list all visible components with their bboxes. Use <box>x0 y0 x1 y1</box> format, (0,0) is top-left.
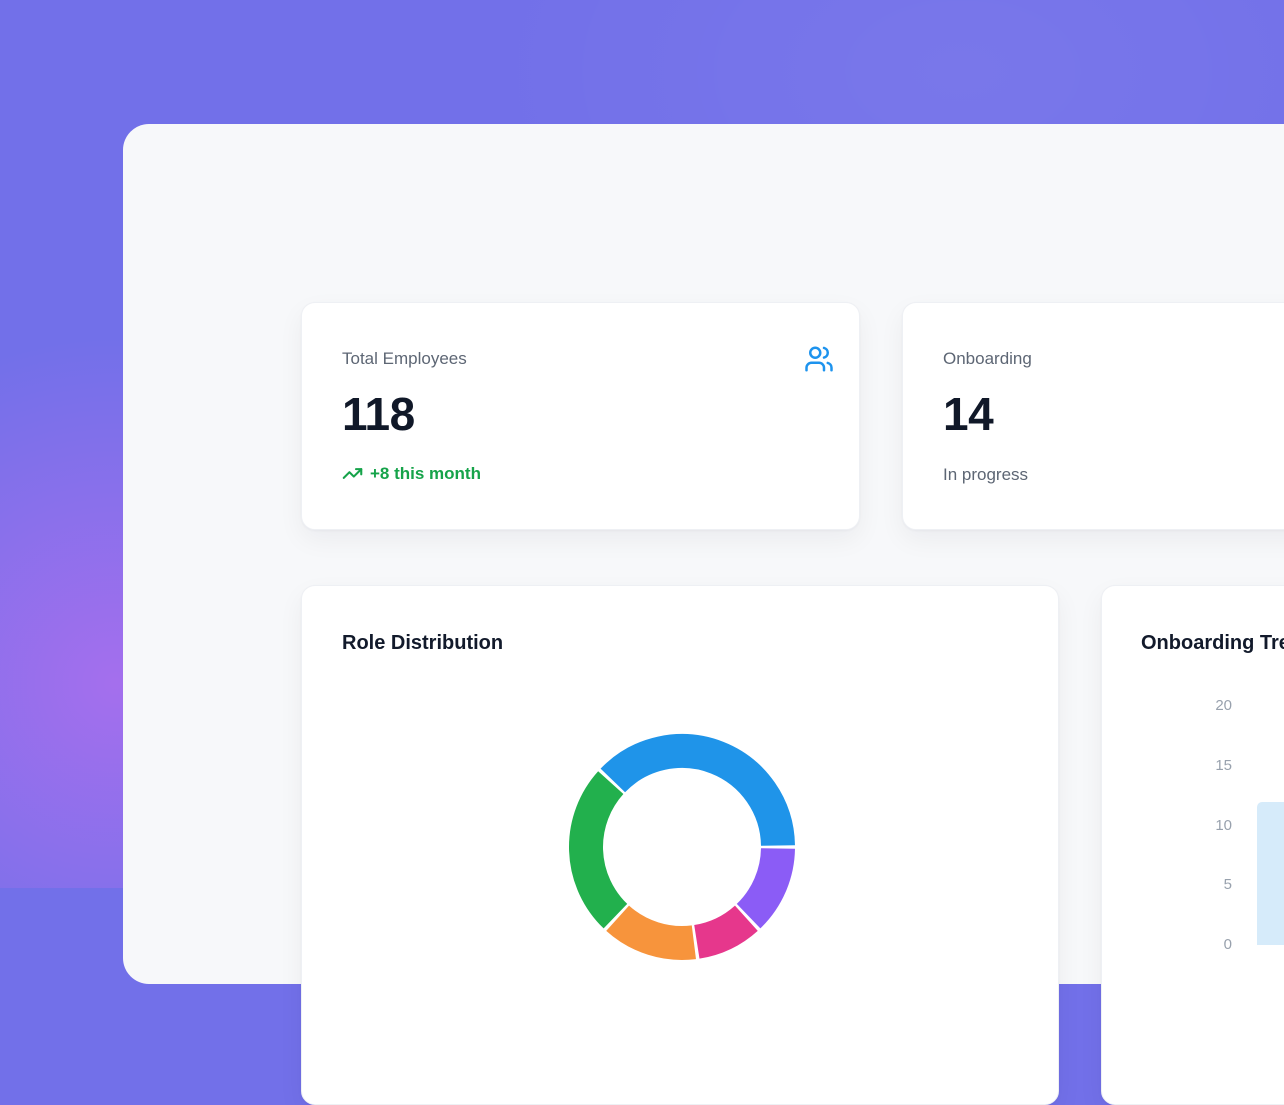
y-axis-tick: 0 <box>1184 936 1232 953</box>
role-distribution-card: Role Distribution <box>301 585 1059 1105</box>
bar-sep-series-light <box>1257 802 1284 945</box>
stat-value: 14 <box>943 387 993 441</box>
onboarding-trend-bar-chart: 05101520SepOct <box>1102 586 1284 1105</box>
blue-segment <box>613 751 778 845</box>
users-icon <box>804 344 834 374</box>
stat-subtext: In progress <box>943 465 1028 485</box>
purple-segment <box>749 849 778 917</box>
stat-trend-text: +8 this month <box>370 464 481 484</box>
pink-segment <box>697 918 747 942</box>
role-distribution-donut-chart <box>562 727 802 967</box>
stat-card-onboarding: Onboarding 14 In progress <box>902 302 1284 530</box>
stat-label: Total Employees <box>342 349 467 369</box>
chart-title: Role Distribution <box>342 632 503 655</box>
stat-value: 118 <box>342 387 415 441</box>
green-segment <box>586 783 615 917</box>
stat-card-total-employees: Total Employees 118 +8 this month <box>301 302 860 530</box>
stat-trend: +8 this month <box>342 463 481 484</box>
stat-label: Onboarding <box>943 349 1032 369</box>
y-axis-tick: 20 <box>1184 697 1232 714</box>
y-axis-tick: 5 <box>1184 876 1232 893</box>
orange-segment <box>618 918 694 943</box>
trending-up-icon <box>342 463 363 484</box>
dashboard-panel: Total Employees 118 +8 this month Onboar… <box>123 124 1284 984</box>
donut-chart-svg <box>562 727 802 967</box>
onboarding-trend-card: Onboarding Trend 05101520SepOct <box>1101 585 1284 1105</box>
y-axis-tick: 15 <box>1184 757 1232 774</box>
x-axis-label: Sep <box>1269 959 1284 977</box>
y-axis-tick: 10 <box>1184 817 1232 834</box>
